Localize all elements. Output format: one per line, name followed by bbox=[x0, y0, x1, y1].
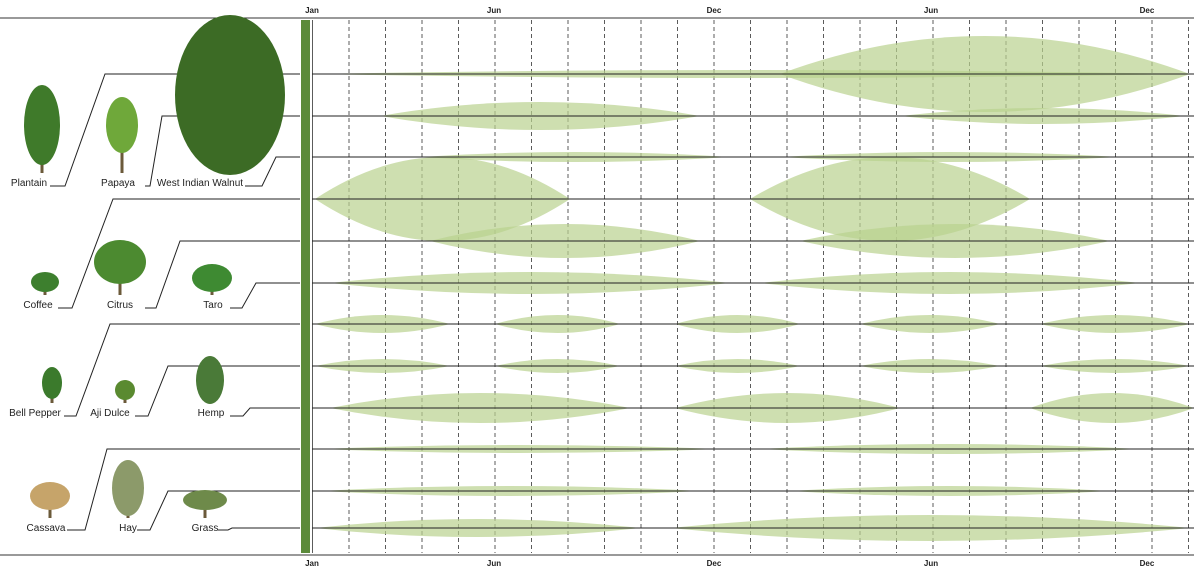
plant-label: Hemp bbox=[198, 408, 225, 419]
month-label: Jan bbox=[305, 6, 319, 15]
plant-icon bbox=[30, 482, 70, 510]
plant-connector bbox=[218, 528, 300, 530]
plant-label: Cassava bbox=[27, 523, 66, 534]
crop-calendar: Jan Jun Dec Jun Dec Jan Jun Dec Jun Dec Plantain Pa… bbox=[0, 0, 1194, 571]
month-label: Jun bbox=[924, 559, 938, 568]
plant-icon bbox=[115, 380, 135, 400]
plant-label: Citrus bbox=[107, 300, 133, 311]
month-label: Jun bbox=[487, 6, 501, 15]
plant-connector bbox=[67, 449, 300, 530]
plant-label: Bell Pepper bbox=[9, 408, 61, 419]
plant-icon bbox=[31, 272, 59, 292]
plant-label: Plantain bbox=[11, 178, 47, 189]
plant-label: Coffee bbox=[23, 300, 53, 311]
month-label: Dec bbox=[707, 6, 722, 15]
plant-icon bbox=[192, 264, 232, 292]
month-label: Dec bbox=[707, 559, 722, 568]
plant-connector bbox=[230, 283, 300, 308]
plant-connector bbox=[58, 199, 300, 308]
plant-label: Taro bbox=[203, 300, 223, 311]
month-label: Jun bbox=[924, 6, 938, 15]
plant-icon bbox=[175, 15, 285, 175]
plant-label: Hay bbox=[119, 523, 137, 534]
plant-label: Papaya bbox=[101, 178, 135, 189]
plant-icon bbox=[24, 85, 60, 165]
plant-icon bbox=[196, 356, 224, 404]
month-label: Jan bbox=[305, 559, 319, 568]
plant-icon bbox=[42, 367, 62, 399]
plant-label: Aji Dulce bbox=[90, 408, 130, 419]
plant-icon bbox=[112, 460, 144, 516]
plant-connector bbox=[230, 408, 300, 416]
timeline-start-bar bbox=[301, 20, 310, 553]
month-label: Dec bbox=[1140, 6, 1155, 15]
plant-connector bbox=[64, 324, 300, 416]
month-label: Dec bbox=[1140, 559, 1155, 568]
plant-icon bbox=[106, 97, 138, 153]
month-label: Jun bbox=[487, 559, 501, 568]
page: Jan Jun Dec Jun Dec Jan Jun Dec Jun Dec Plantain Pa… bbox=[0, 0, 1194, 571]
plant-icon bbox=[94, 240, 146, 284]
plant-label: Grass bbox=[192, 523, 219, 534]
plant-icon bbox=[183, 490, 227, 510]
plant-label: West Indian Walnut bbox=[157, 178, 243, 189]
